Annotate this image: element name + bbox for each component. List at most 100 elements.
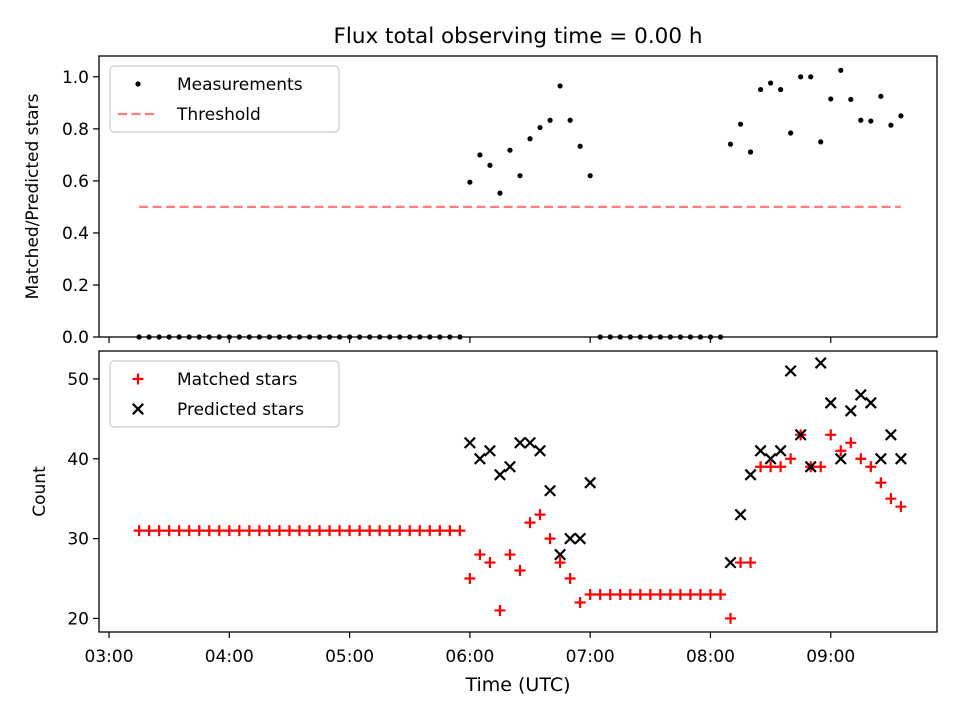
data-point — [828, 96, 834, 102]
data-point — [334, 525, 346, 537]
y-axis-label: Count — [30, 466, 50, 517]
series-predicted-stars — [463, 356, 907, 569]
data-point — [604, 588, 616, 600]
data-point — [848, 96, 854, 103]
data-point — [845, 437, 857, 449]
data-point — [868, 118, 874, 124]
axes-frame — [98, 55, 938, 338]
data-point — [163, 525, 175, 537]
data-point — [434, 525, 446, 537]
data-point — [494, 604, 506, 616]
data-point — [233, 525, 245, 537]
data-point — [487, 162, 493, 168]
data-point — [143, 525, 155, 537]
y-tick-label: 1.0 — [62, 68, 89, 88]
data-point — [834, 452, 847, 465]
data-point — [477, 152, 483, 158]
data-point — [493, 468, 506, 481]
data-point — [133, 525, 145, 537]
data-point — [364, 525, 376, 537]
data-point — [514, 565, 526, 577]
data-point — [354, 525, 366, 537]
data-point — [444, 525, 456, 537]
y-tick-label: 50 — [67, 370, 89, 390]
data-point — [574, 596, 586, 608]
y-tick-label: 0.8 — [62, 120, 89, 140]
data-point — [463, 436, 476, 449]
data-point — [724, 556, 737, 569]
data-point — [714, 588, 726, 600]
data-point — [865, 461, 877, 473]
data-point — [815, 461, 827, 473]
data-point — [725, 612, 737, 624]
data-point — [404, 525, 416, 537]
data-point — [737, 121, 744, 127]
legend-frame — [109, 360, 340, 428]
data-point — [864, 396, 877, 409]
data-point — [534, 444, 547, 457]
data-point — [624, 588, 636, 600]
legend-label: Measurements — [177, 75, 303, 95]
data-point — [203, 525, 215, 537]
data-point — [878, 93, 884, 99]
x-tick-label: 08:00 — [686, 647, 735, 667]
data-point — [765, 461, 777, 473]
y-tick-label: 20 — [67, 609, 89, 629]
data-point — [654, 588, 666, 600]
data-point — [273, 525, 285, 537]
data-point — [293, 525, 305, 537]
data-point — [664, 588, 676, 600]
data-point — [838, 67, 844, 73]
data-point — [744, 468, 757, 481]
data-point — [844, 404, 857, 417]
data-point — [614, 588, 626, 600]
data-point — [875, 477, 887, 489]
y-tick-label: 0.2 — [62, 276, 89, 296]
data-point — [564, 573, 576, 585]
data-point — [153, 525, 165, 537]
data-point — [775, 461, 787, 473]
data-point — [734, 508, 747, 521]
data-point — [895, 501, 907, 513]
data-point — [394, 525, 406, 537]
data-point — [814, 356, 827, 369]
data-point — [173, 525, 185, 537]
data-point — [778, 86, 784, 93]
data-point — [574, 532, 587, 545]
x-tick-label: 03:00 — [85, 647, 134, 667]
data-point — [825, 429, 837, 441]
data-point — [824, 396, 837, 409]
data-point — [684, 588, 696, 600]
data-point — [557, 83, 563, 89]
x-tick-label: 04:00 — [205, 647, 254, 667]
y-axis-label: Matched/Predicted stars — [23, 93, 43, 299]
data-point — [785, 453, 797, 465]
data-point — [577, 143, 583, 149]
axes-frame — [98, 350, 938, 633]
data-point — [324, 525, 336, 537]
y-tick-label: 40 — [67, 450, 89, 470]
data-point — [745, 557, 757, 569]
data-point — [183, 525, 195, 537]
data-point — [497, 190, 503, 196]
data-point — [858, 117, 864, 123]
data-point — [344, 525, 356, 537]
data-point — [507, 147, 513, 153]
data-point — [704, 588, 716, 600]
data-point — [524, 517, 536, 529]
data-point — [584, 476, 597, 489]
data-point — [474, 549, 486, 561]
data-point — [587, 173, 593, 179]
data-point — [798, 74, 804, 80]
x-tick-label: 07:00 — [566, 647, 615, 667]
data-point — [504, 549, 516, 561]
data-point — [193, 525, 205, 537]
data-point — [484, 557, 496, 569]
data-point — [544, 484, 557, 497]
data-point — [874, 452, 887, 465]
data-point — [414, 525, 426, 537]
data-point — [754, 444, 767, 457]
data-point — [634, 588, 646, 600]
data-point — [424, 525, 436, 537]
data-point — [727, 141, 734, 147]
